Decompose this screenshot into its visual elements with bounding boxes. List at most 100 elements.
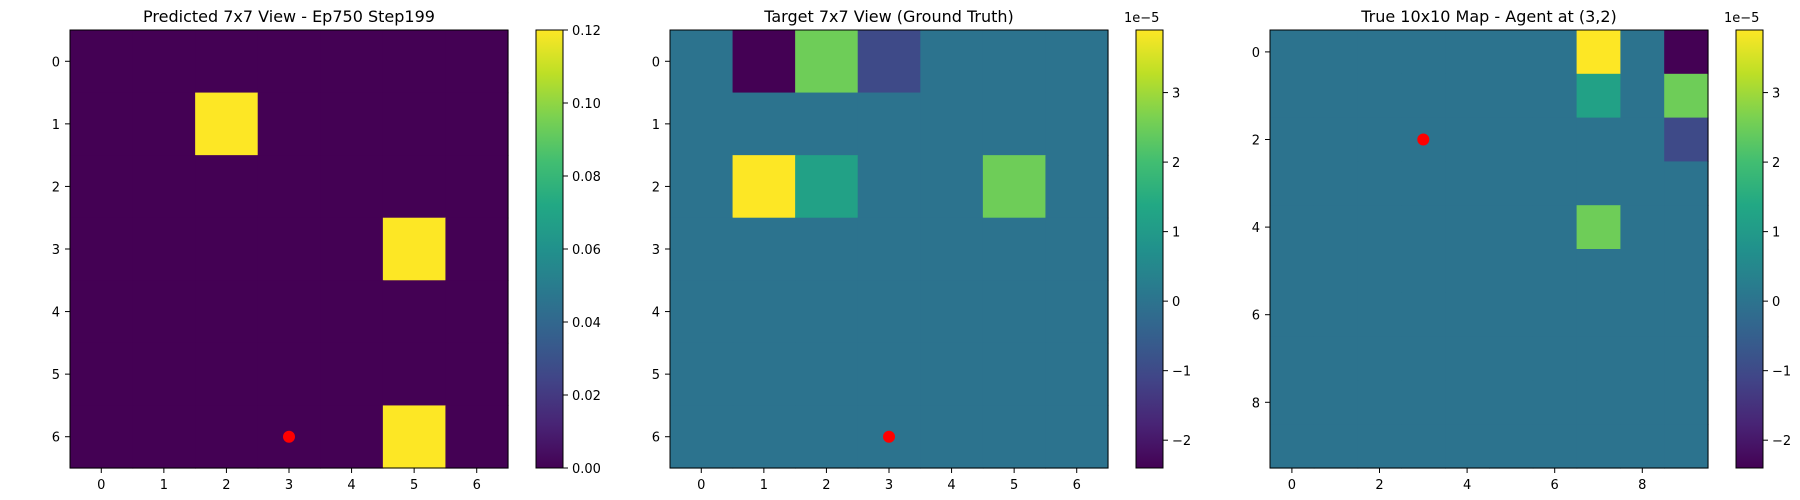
heatmap-cell — [1445, 336, 1490, 381]
x-tick-label: 4 — [347, 478, 355, 493]
heatmap-cell — [1489, 380, 1534, 425]
heatmap-cell — [982, 405, 1047, 469]
y-tick-label: 2 — [1252, 134, 1260, 149]
heatmap-cell — [1664, 117, 1709, 162]
heatmap-cell — [732, 405, 796, 469]
heatmap-cell — [1270, 73, 1315, 119]
heatmap-cell — [70, 342, 134, 407]
heatmap-cell — [982, 342, 1047, 407]
heatmap-cell — [1576, 73, 1621, 119]
heatmap-cell — [1401, 424, 1446, 469]
colorbar — [1735, 29, 1764, 469]
heatmap-cell — [1401, 205, 1446, 250]
heatmap-cell — [1664, 380, 1709, 425]
y-tick-label: 4 — [652, 306, 660, 321]
y-tick-label: 0 — [652, 55, 660, 70]
x-tick-label: 1 — [760, 478, 768, 493]
colorbar — [535, 29, 564, 469]
x-tick-label: 2 — [222, 478, 230, 493]
y-tick-label: 0 — [1252, 46, 1260, 61]
heatmap-cell — [1270, 117, 1315, 162]
heatmap-cell — [445, 405, 509, 469]
heatmap-cell — [1532, 73, 1578, 119]
heatmap-cell — [70, 217, 134, 281]
heatmap-cell — [1620, 424, 1665, 469]
heatmap-cell — [1401, 380, 1446, 425]
heatmap-cell — [1445, 292, 1490, 338]
colorbar — [1135, 29, 1164, 469]
heatmap-cell — [920, 217, 984, 281]
heatmap-cell — [1045, 92, 1109, 156]
x-tick-label: 3 — [885, 478, 893, 493]
panel-true-map: True 10x10 Map - Agent at (3,2) 0 2 4 6 8 0 2 4 6… — [1252, 7, 1791, 493]
panel-predicted-view: Predicted 7x7 View - Ep750 Step199 0 1 2 3 4 5… — [52, 7, 601, 493]
heatmap-cell — [1445, 161, 1490, 206]
heatmap-cell — [982, 155, 1047, 219]
x-tick-label: 0 — [697, 478, 705, 493]
heatmap-cell — [1532, 336, 1578, 381]
heatmap-cell — [795, 30, 859, 94]
heatmap-cell — [1445, 380, 1490, 425]
heatmap-cell — [1576, 161, 1621, 206]
heatmap-cell — [920, 342, 984, 407]
heatmap-cell — [1620, 380, 1665, 425]
chart-title: Target 7x7 View (Ground Truth) — [763, 7, 1014, 26]
heatmap-cell — [732, 30, 796, 94]
heatmap-cell — [1313, 336, 1359, 381]
panel-target-view: Target 7x7 View (Ground Truth) 0 1 2 3 4 5 6 0 1 2… — [652, 7, 1191, 493]
x-tick-label: 6 — [1073, 478, 1081, 493]
heatmap-cell — [320, 342, 384, 407]
heatmap-cell — [795, 280, 859, 344]
heatmap-cell — [195, 217, 259, 281]
x-tick-label: 0 — [97, 478, 105, 493]
heatmap-cell — [1532, 161, 1578, 206]
agent-marker — [283, 430, 295, 443]
heatmap-cell — [795, 342, 859, 407]
heatmap-cell — [70, 155, 134, 219]
heatmap-cell — [1576, 380, 1621, 425]
heatmap-cell — [1357, 249, 1402, 294]
heatmap-cell — [1664, 292, 1709, 338]
heatmap-cell — [1313, 292, 1359, 338]
heatmap-cell — [857, 155, 921, 219]
heatmap-cell — [1532, 205, 1578, 250]
x-tick-label: 2 — [1375, 478, 1383, 493]
heatmap-cell — [1664, 249, 1709, 294]
colorbar-tick-label: 0.08 — [572, 170, 601, 185]
x-tick-label: 2 — [822, 478, 830, 493]
plot-frame — [1269, 29, 1709, 469]
colorbar-tick-label: 0.00 — [572, 462, 601, 477]
heatmap-cell — [920, 405, 984, 469]
heatmap-cell — [1664, 336, 1709, 381]
heatmap-cell — [1270, 161, 1315, 206]
heatmap-cell — [1270, 336, 1315, 381]
heatmap-cell — [857, 280, 921, 344]
heatmap-cell — [1313, 30, 1359, 75]
heatmap-cell — [132, 217, 196, 281]
heatmap-cell — [1313, 249, 1359, 294]
colorbar-multiplier: 1e−5 — [1724, 11, 1759, 26]
heatmap-cell — [320, 30, 384, 94]
heatmap-cell — [1445, 424, 1490, 469]
heatmap-cell — [920, 155, 984, 219]
x-tick-label: 6 — [1551, 478, 1559, 493]
heatmap-cell — [732, 280, 796, 344]
y-tick-label: 0 — [52, 55, 60, 70]
heatmap-cell — [982, 280, 1047, 344]
heatmap-cell — [1401, 336, 1446, 381]
colorbar-tick-label: −2 — [1772, 434, 1791, 449]
heatmap-cell — [920, 30, 984, 94]
y-tick-label: 8 — [1252, 396, 1260, 411]
x-tick-label: 1 — [160, 478, 168, 493]
heatmap-cell — [1045, 155, 1109, 219]
heatmap-cell — [1045, 30, 1109, 94]
heatmap-cell — [1445, 117, 1490, 162]
heatmap-cell — [445, 155, 509, 219]
heatmap-cell — [1664, 161, 1709, 206]
heatmap-cell — [1489, 73, 1534, 119]
heatmap-cell — [382, 92, 447, 156]
heatmap-cell — [732, 217, 796, 281]
heatmap-cell — [70, 280, 134, 344]
x-tick-label: 5 — [1010, 478, 1018, 493]
heatmap-cell — [1401, 161, 1446, 206]
